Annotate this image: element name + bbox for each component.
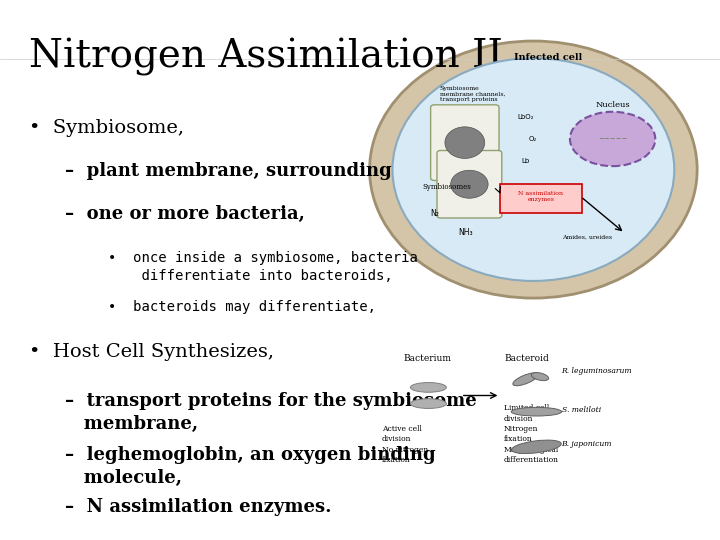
Text: •  bacteroids may differentiate,: • bacteroids may differentiate, <box>108 300 376 314</box>
Ellipse shape <box>570 112 655 166</box>
Text: Lb: Lb <box>521 158 530 164</box>
Text: N₂: N₂ <box>430 210 438 219</box>
Ellipse shape <box>445 127 485 158</box>
Text: •  Symbiosome,: • Symbiosome, <box>29 119 184 137</box>
Text: Limited cell
division
Nitrogen
fixation
Morphological
differentiation: Limited cell division Nitrogen fixation … <box>504 404 559 464</box>
Text: Nitrogen Assimilation II: Nitrogen Assimilation II <box>29 38 503 76</box>
Ellipse shape <box>410 382 446 392</box>
Ellipse shape <box>511 440 562 454</box>
Text: –  plant membrane, surrounding…: – plant membrane, surrounding… <box>65 162 410 180</box>
FancyBboxPatch shape <box>431 105 499 180</box>
Text: Amides, ureides: Amides, ureides <box>562 234 612 239</box>
FancyBboxPatch shape <box>500 184 582 213</box>
Text: –  one or more bacteria,: – one or more bacteria, <box>65 205 305 223</box>
Text: Active cell
division
No nitrogen
fixation: Active cell division No nitrogen fixatio… <box>382 425 428 464</box>
Text: Infected cell: Infected cell <box>515 53 582 62</box>
Ellipse shape <box>511 407 562 416</box>
Text: Symbiosome
membrane channels,
transport proteins: Symbiosome membrane channels, transport … <box>440 85 505 102</box>
Ellipse shape <box>369 41 697 298</box>
Ellipse shape <box>531 373 549 381</box>
Text: –  N assimilation enzymes.: – N assimilation enzymes. <box>65 498 331 516</box>
Text: O₂: O₂ <box>528 136 537 142</box>
Text: LbO₂: LbO₂ <box>518 114 534 120</box>
Text: N assimilation
enzymes: N assimilation enzymes <box>518 191 564 202</box>
Ellipse shape <box>392 58 675 281</box>
Text: Nucleus: Nucleus <box>595 100 630 109</box>
Ellipse shape <box>410 399 446 408</box>
Ellipse shape <box>451 170 488 198</box>
Text: S. meliloti: S. meliloti <box>562 406 601 414</box>
Text: •  Host Cell Synthesizes,: • Host Cell Synthesizes, <box>29 343 274 361</box>
Text: NH₃: NH₃ <box>459 228 473 238</box>
FancyBboxPatch shape <box>437 151 502 218</box>
Text: ~~~~~: ~~~~~ <box>598 136 627 142</box>
Text: Bacteroid: Bacteroid <box>504 354 549 363</box>
Text: –  transport proteins for the symbiosome
   membrane,: – transport proteins for the symbiosome … <box>65 392 477 433</box>
Text: Symbiosomes: Symbiosomes <box>423 183 472 191</box>
Ellipse shape <box>513 373 539 386</box>
Text: –  leghemoglobin, an oxygen binding
   molecule,: – leghemoglobin, an oxygen binding molec… <box>65 446 436 487</box>
Text: B. japonicum: B. japonicum <box>562 440 612 448</box>
Text: •  once inside a symbiosome, bacteria
    differentiate into bacteroids,: • once inside a symbiosome, bacteria dif… <box>108 251 418 284</box>
Text: R. leguminosarum: R. leguminosarum <box>562 367 632 375</box>
Text: Bacterium: Bacterium <box>403 354 451 363</box>
